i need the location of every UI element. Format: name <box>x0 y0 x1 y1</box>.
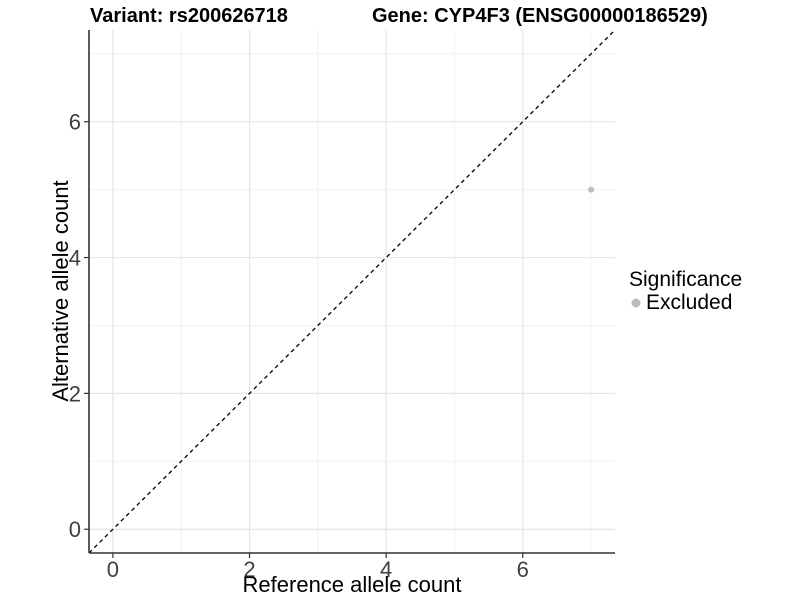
y-axis-title: Alternative allele count <box>47 180 73 402</box>
plot-area: 0 2 4 6 0 2 4 6 <box>69 29 616 582</box>
y-tick-label: 6 <box>69 110 81 135</box>
x-tick-label: 4 <box>380 557 392 582</box>
legend-title: Significance <box>629 268 743 291</box>
data-point <box>588 186 595 193</box>
x-tick-label: 2 <box>243 557 255 582</box>
x-tick-label: 0 <box>107 557 119 582</box>
legend: Significance Excluded <box>629 268 742 314</box>
plot-panel: 0 2 4 6 0 2 4 6 <box>69 29 616 582</box>
legend-point-icon <box>631 298 641 308</box>
y-tick-label: 0 <box>69 517 81 542</box>
legend-entry-label: Excluded <box>646 291 733 314</box>
plot-title-variant: Variant: rs200626718 <box>90 5 288 27</box>
legend-entry-excluded: Excluded <box>629 291 742 314</box>
plot-title-gene: Gene: CYP4F3 (ENSG00000186529) <box>372 5 708 27</box>
y-tick-label: 4 <box>69 246 81 271</box>
legend-key <box>629 296 643 310</box>
y-tick-label: 2 <box>69 381 81 406</box>
x-axis-title: Reference allele count <box>242 572 462 597</box>
x-tick-label: 6 <box>517 557 529 582</box>
identity-line <box>88 29 616 554</box>
